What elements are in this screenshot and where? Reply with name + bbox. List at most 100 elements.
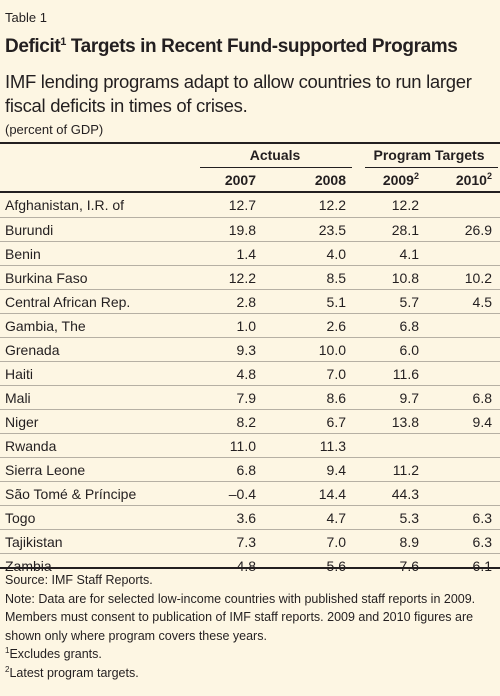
country-cell: Grenada xyxy=(5,342,60,358)
header-rule xyxy=(0,191,500,193)
value-cell-2: 2.6 xyxy=(326,318,346,334)
table-row: Burundi 19.8 23.5 28.1 26.9 xyxy=(0,217,500,242)
country-cell: Mali xyxy=(5,390,31,406)
value-cell-4: 26.9 xyxy=(464,222,492,238)
value-cell-3: 11.2 xyxy=(392,462,419,478)
country-cell: Afghanistan, I.R. of xyxy=(5,197,125,213)
value-cell-2: 10.0 xyxy=(318,342,346,358)
value-cell-4: 6.3 xyxy=(472,534,492,550)
value-cell-1: 7.3 xyxy=(236,534,256,550)
table-row: Benin 1.4 4.0 4.1 xyxy=(0,241,500,266)
value-cell-3: 10.8 xyxy=(391,270,419,286)
table-row: Burkina Faso 12.2 8.5 10.8 10.2 xyxy=(0,265,500,290)
value-cell-1: 9.3 xyxy=(236,342,256,358)
table-row: Niger 8.2 6.7 13.8 9.4 xyxy=(0,409,500,434)
value-cell-2: 14.4 xyxy=(318,486,346,502)
value-cell-3: 44.3 xyxy=(391,486,419,502)
table-row: Haiti 4.8 7.0 11.6 xyxy=(0,361,500,386)
table-row: Rwanda 11.0 11.3 xyxy=(0,433,500,458)
value-cell-1: 4.8 xyxy=(236,366,256,382)
table-row: Tajikistan 7.3 7.0 8.9 6.3 xyxy=(0,529,500,554)
table-row: Sierra Leone 6.8 9.4 11.2 xyxy=(0,457,500,482)
value-cell-3: 11.6 xyxy=(392,366,419,382)
table-row: Mali 7.9 8.6 9.7 6.8 xyxy=(0,385,500,410)
value-cell-2: 7.0 xyxy=(326,366,346,382)
value-cell-4: 9.4 xyxy=(472,414,492,430)
value-cell-3: 5.3 xyxy=(399,510,419,526)
country-cell: Central African Rep. xyxy=(5,294,131,310)
value-cell-1: 3.6 xyxy=(236,510,256,526)
value-cell-1: –0.4 xyxy=(228,486,256,502)
country-cell: Tajikistan xyxy=(5,534,63,550)
value-cell-1: 4.8 xyxy=(236,558,256,574)
value-cell-3: 9.7 xyxy=(399,390,419,406)
value-cell-2: 9.4 xyxy=(326,462,346,478)
table-row: Grenada 9.3 10.0 6.0 xyxy=(0,337,500,362)
value-cell-3: 6.8 xyxy=(399,318,419,334)
footnote-2: 2Latest program targets. xyxy=(5,664,139,680)
value-cell-1: 2.8 xyxy=(236,294,256,310)
group-header-targets: Program Targets xyxy=(373,147,485,163)
table-row: Zambia 4.8 5.6 7.6 6.1 xyxy=(0,553,500,578)
value-cell-4: 4.5 xyxy=(472,294,492,310)
table-notes: Source: IMF Staff Reports. Note: Data ar… xyxy=(5,571,497,682)
table-row: Afghanistan, I.R. of 12.7 12.2 12.2 xyxy=(0,193,500,217)
country-cell: Haiti xyxy=(5,366,34,382)
value-cell-1: 7.9 xyxy=(236,390,256,406)
year-header-2007: 2007 xyxy=(224,172,256,188)
country-cell: Zambia xyxy=(5,558,52,574)
value-cell-3: 6.0 xyxy=(399,342,419,358)
value-cell-2: 7.0 xyxy=(326,534,346,550)
bottom-rule xyxy=(0,567,500,569)
title-word: Deficit xyxy=(5,36,61,57)
country-cell: Benin xyxy=(5,246,41,262)
year-header-2009: 20092 xyxy=(382,171,419,189)
value-cell-4: 6.3 xyxy=(472,510,492,526)
group-rule-actuals xyxy=(200,167,352,168)
table-row: Central African Rep. 2.8 5.1 5.7 4.5 xyxy=(0,289,500,314)
group-rule-targets xyxy=(365,167,498,168)
country-cell: Togo xyxy=(5,510,36,526)
country-cell: Burkina Faso xyxy=(5,270,88,286)
source-note: Source: IMF Staff Reports. xyxy=(5,573,153,587)
group-header-actuals: Actuals xyxy=(249,147,301,163)
general-note: Note: Data are for selected low-income c… xyxy=(5,591,476,643)
value-cell-3: 8.9 xyxy=(399,534,419,550)
country-cell: Burundi xyxy=(5,222,54,238)
value-cell-4: 6.1 xyxy=(472,558,492,574)
value-cell-2: 6.7 xyxy=(326,414,346,430)
value-cell-2: 8.5 xyxy=(326,270,346,286)
title-footnote-mark: 1 xyxy=(60,36,66,48)
top-rule xyxy=(0,142,500,144)
table-row: Togo 3.6 4.7 5.3 6.3 xyxy=(0,505,500,530)
table-title: Deficit1 Targets in Recent Fund-supporte… xyxy=(5,36,458,58)
value-cell-1: 19.8 xyxy=(228,222,256,238)
value-cell-1: 11.0 xyxy=(229,438,256,454)
title-rest: Targets in Recent Fund-supported Program… xyxy=(66,36,458,57)
value-cell-2: 11.3 xyxy=(319,438,346,454)
value-cell-4: 6.8 xyxy=(472,390,492,406)
value-cell-1: 1.0 xyxy=(236,318,256,334)
value-cell-1: 12.2 xyxy=(228,270,256,286)
year-header-2008: 2008 xyxy=(314,172,346,188)
country-cell: Rwanda xyxy=(5,438,57,454)
value-cell-1: 12.7 xyxy=(228,197,256,213)
value-cell-2: 4.0 xyxy=(326,246,346,262)
country-cell: Niger xyxy=(5,414,39,430)
country-cell: São Tomé & Príncipe xyxy=(5,486,137,502)
value-cell-4: 10.2 xyxy=(464,270,492,286)
value-cell-2: 5.6 xyxy=(326,558,346,574)
units-label: (percent of GDP) xyxy=(5,122,104,137)
value-cell-1: 6.8 xyxy=(236,462,256,478)
value-cell-1: 1.4 xyxy=(236,246,256,262)
value-cell-1: 8.2 xyxy=(236,414,256,430)
value-cell-3: 12.2 xyxy=(391,197,419,213)
value-cell-2: 8.6 xyxy=(326,390,346,406)
value-cell-3: 5.7 xyxy=(399,294,419,310)
table-label: Table 1 xyxy=(5,10,47,25)
value-cell-2: 5.1 xyxy=(326,294,346,310)
year-header-2010: 20102 xyxy=(455,171,492,189)
value-cell-2: 12.2 xyxy=(318,197,346,213)
value-cell-3: 13.8 xyxy=(391,414,419,430)
